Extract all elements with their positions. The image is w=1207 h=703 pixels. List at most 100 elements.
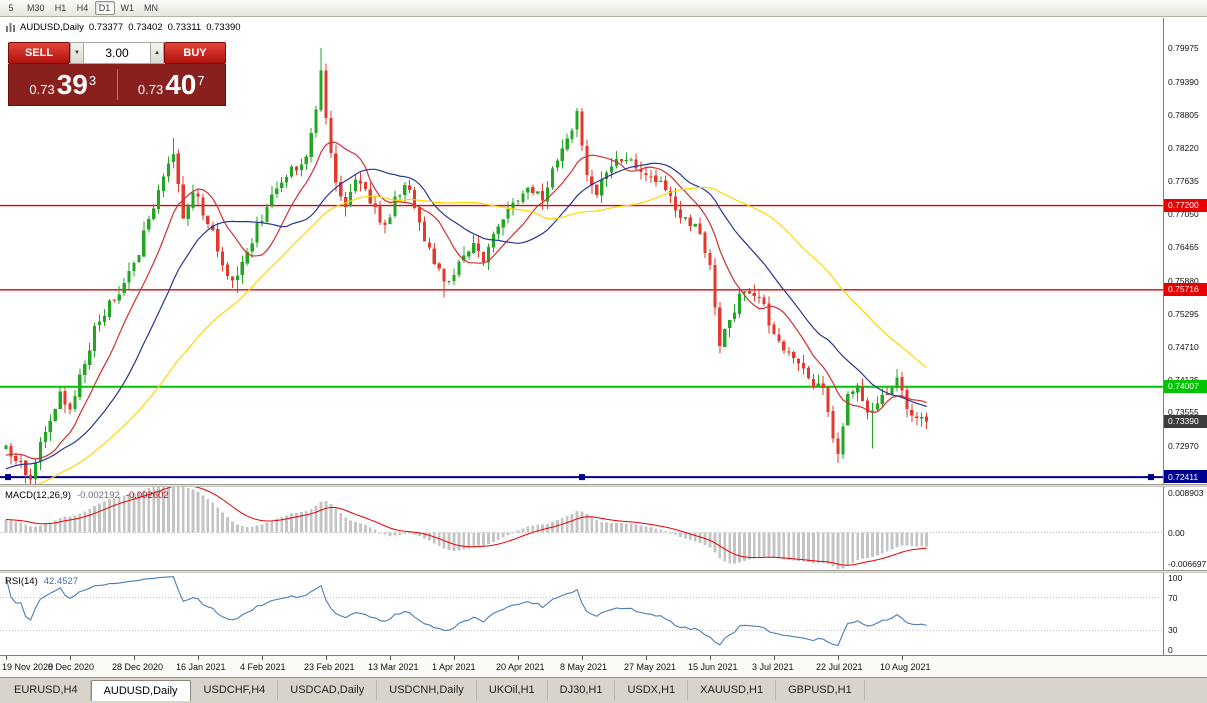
chart-tab-UKOil-H1[interactable]: UKOil,H1 xyxy=(477,680,548,700)
macd-indicator-canvas[interactable] xyxy=(0,487,1163,570)
chart-tab-DJ30-H1[interactable]: DJ30,H1 xyxy=(548,680,616,700)
price-axis-label: 0.77635 xyxy=(1168,176,1199,186)
time-axis-tick xyxy=(774,656,775,660)
rsi-indicator-canvas[interactable] xyxy=(0,573,1163,655)
rsi-axis-label: 100 xyxy=(1168,573,1183,583)
date-axis-label: 8 Dec 2020 xyxy=(48,662,95,672)
pane-splitter[interactable] xyxy=(0,484,1207,487)
current-price-label: 0.73390 xyxy=(1164,414,1207,428)
buy-price-pipette: 7 xyxy=(197,73,205,88)
rsi-axis-label: 30 xyxy=(1168,625,1178,636)
rsi-axis-label: 70 xyxy=(1168,592,1178,603)
macd-axis-label: 0.00 xyxy=(1168,527,1185,538)
time-axis-tick xyxy=(134,656,135,660)
chart-tab-EURUSD-H4[interactable]: EURUSD,H4 xyxy=(2,680,91,700)
date-axis-label: 1 Apr 2021 xyxy=(432,662,476,672)
rsi-value: 42.4527 xyxy=(43,576,79,587)
chart-tab-USDX-H1[interactable]: USDX,H1 xyxy=(615,680,689,700)
hline-price-label: 0.75716 xyxy=(1164,282,1207,296)
pane-splitter[interactable] xyxy=(0,570,1207,573)
rsi-header: RSI(14) 42.4527 xyxy=(5,576,78,587)
chart-tab-USDCNH-Daily[interactable]: USDCNH,Daily xyxy=(377,680,477,700)
trade-controls-row: SELL ▼ 3.00 ▲ BUY xyxy=(8,42,226,64)
price-axis-label: 0.73555 xyxy=(1168,407,1199,418)
sell-price-prefix: 0.73 xyxy=(29,82,55,97)
one-click-trading-panel: SELL ▼ 3.00 ▲ BUY 0.73 39 3 0.73 40 7 xyxy=(8,42,226,106)
price-axis-label: 0.76465 xyxy=(1168,242,1199,253)
symbol-period-label: AUDUSD,Daily xyxy=(20,22,84,33)
date-axis-label: 23 Feb 2021 xyxy=(304,662,355,672)
hline-price-label: 0.72411 xyxy=(1164,470,1207,484)
rsi-title: RSI(14) xyxy=(5,576,38,587)
timeframe-button-MN[interactable]: MN xyxy=(140,1,162,15)
time-axis[interactable]: 19 Nov 2020 8 Dec 2020 28 Dec 2020 16 Jan 2… xyxy=(0,655,1207,677)
volume-decrease-button[interactable]: ▼ xyxy=(70,42,84,64)
price-axis-label: 0.79390 xyxy=(1168,76,1199,87)
date-axis-label: 13 Mar 2021 xyxy=(368,662,419,672)
date-axis-label: 4 Feb 2021 xyxy=(240,662,286,672)
sell-button[interactable]: SELL xyxy=(8,42,70,64)
triangle-down-icon: ▼ xyxy=(74,50,80,56)
buy-price-main: 40 xyxy=(165,69,197,100)
hline-price-label: 0.74007 xyxy=(1164,379,1207,393)
date-axis-label: 27 May 2021 xyxy=(624,662,677,672)
chart-tab-USDCHF-H4[interactable]: USDCHF,H4 xyxy=(192,680,279,700)
time-axis-tick xyxy=(902,656,903,660)
macd-signal-value: -0.002602 xyxy=(125,490,169,501)
price-axis-label: 0.78220 xyxy=(1168,142,1199,153)
time-axis-tick xyxy=(454,656,455,660)
date-axis-label: 16 Jan 2021 xyxy=(176,662,226,672)
time-axis-tick xyxy=(582,656,583,660)
macd-main-value: -0.002192 xyxy=(77,490,120,501)
chart-tab-bar: EURUSD,H4 AUDUSD,Daily USDCHF,H4 USDCAD,Dai… xyxy=(0,677,1207,703)
date-axis-label: 22 Jul 2021 xyxy=(816,662,863,672)
price-axis[interactable]: 0.79975 0.79390 0.78805 0.78220 0.77635 0.770… xyxy=(1163,18,1207,655)
rsi-axis-label: 0 xyxy=(1168,645,1173,655)
price-axis-label: 0.78805 xyxy=(1168,109,1199,120)
timeframe-button-W1[interactable]: W1 xyxy=(117,1,139,15)
time-axis-tick xyxy=(326,656,327,660)
timeframe-button-M30[interactable]: M30 xyxy=(23,1,49,15)
buy-price-prefix: 0.73 xyxy=(137,82,164,97)
timeframe-button-H1[interactable]: H1 xyxy=(51,1,71,15)
chart-tab-GBPUSD-H1[interactable]: GBPUSD,H1 xyxy=(776,680,865,700)
date-axis-label: 10 Aug 2021 xyxy=(880,662,931,672)
chart-tab-XAUUSD-H1[interactable]: XAUUSD,H1 xyxy=(688,680,777,700)
time-axis-tick xyxy=(262,656,263,660)
date-axis-label: 3 Jul 2021 xyxy=(752,662,794,672)
sell-price-display[interactable]: 0.73 39 3 xyxy=(9,64,117,105)
chart-tab-AUDUSD-Daily[interactable]: AUDUSD,Daily xyxy=(90,680,191,701)
price-axis-label: 0.77050 xyxy=(1168,209,1199,220)
sell-price-pipette: 3 xyxy=(88,73,97,88)
time-axis-tick xyxy=(198,656,199,660)
buy-button[interactable]: BUY xyxy=(164,42,226,64)
macd-header: MACD(12,26,9) -0.002192 -0.002602 xyxy=(5,490,169,501)
triangle-up-icon: ▲ xyxy=(154,50,160,56)
sell-price-main: 39 xyxy=(56,69,88,100)
date-axis-label: 20 Apr 2021 xyxy=(496,662,545,672)
timeframe-button-D1[interactable]: D1 xyxy=(94,1,115,15)
time-axis-tick xyxy=(838,656,839,660)
volume-input[interactable]: 3.00 xyxy=(84,42,150,64)
timeframe-button-H4[interactable]: H4 xyxy=(73,1,93,15)
chart-icon xyxy=(6,23,15,32)
time-axis-tick xyxy=(646,656,647,660)
timeframe-button-5[interactable]: 5 xyxy=(1,1,21,15)
price-axis-label: 0.75295 xyxy=(1168,308,1199,319)
price-divider xyxy=(116,69,118,100)
date-axis-label: 8 May 2021 xyxy=(560,662,608,672)
high-value: 0.73402 xyxy=(128,22,163,33)
time-axis-tick xyxy=(70,656,71,660)
hline-price-label: 0.77200 xyxy=(1164,198,1207,212)
price-axis-label: 0.79975 xyxy=(1168,43,1199,54)
time-axis-tick xyxy=(710,656,711,660)
time-axis-tick xyxy=(6,656,7,660)
timeframe-toolbar: 5 M30 H1 H4 D1 W1 MN xyxy=(0,0,1207,17)
volume-increase-button[interactable]: ▲ xyxy=(150,42,164,64)
ohlc-header: AUDUSD,Daily 0.73377 0.73402 0.73311 0.7… xyxy=(6,22,241,33)
chart-tab-USDCAD-Daily[interactable]: USDCAD,Daily xyxy=(278,680,378,700)
time-axis-tick xyxy=(518,656,519,660)
buy-price-display[interactable]: 0.73 40 7 xyxy=(118,64,226,105)
date-axis-label: 15 Jun 2021 xyxy=(688,662,738,672)
macd-axis-label: -0.006697 xyxy=(1168,559,1207,569)
